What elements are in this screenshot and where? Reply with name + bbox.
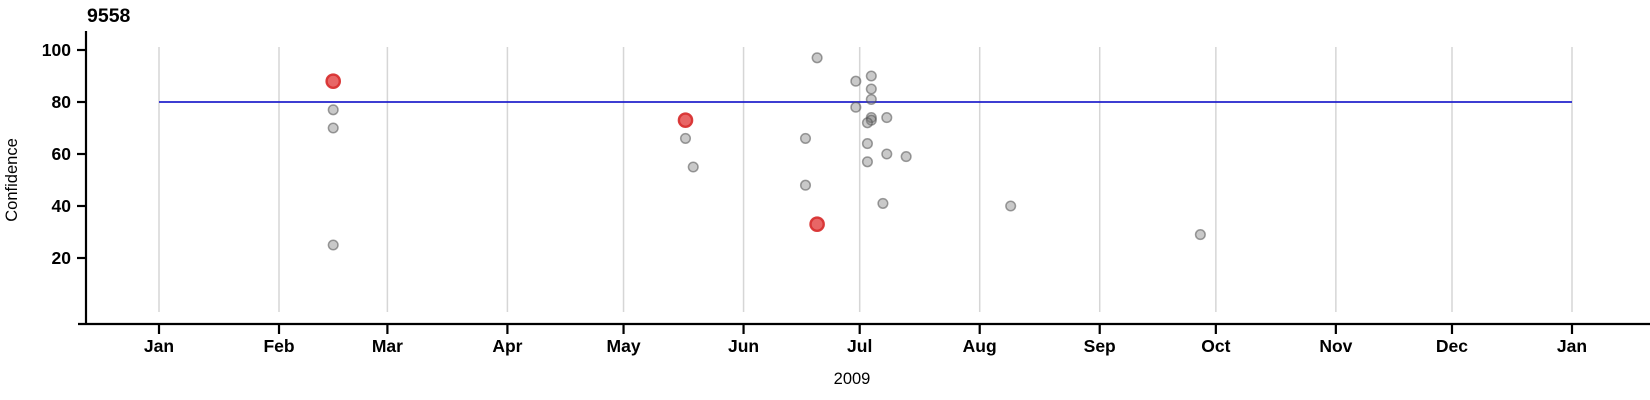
x-tick-label: Feb [263,336,294,356]
highlighted-point [809,216,825,232]
chart-title: 9558 [87,5,131,27]
x-tick-label: Apr [492,336,522,356]
data-point [799,179,812,191]
highlighted-point [325,73,342,89]
x-tick-label: Sep [1084,336,1116,356]
gridlines [158,47,1573,312]
y-axis-label: Confidence [3,138,21,221]
data-point [877,197,889,209]
x-tick-label: Oct [1201,336,1230,356]
y-tick-label: 100 [42,40,71,60]
data-point [861,117,873,129]
x-tick-label: Jul [847,336,872,356]
data-point [850,101,862,113]
x-tick-label: Aug [963,336,997,356]
x-tick-label: May [607,336,641,356]
data-point [327,239,339,251]
data-point [327,104,339,116]
y-axis-ticks: 20 40 60 80 100 [42,40,86,268]
data-point [881,148,893,160]
data-point [1005,200,1017,212]
data-point [327,122,339,134]
data-point [865,93,877,105]
x-axis-ticks: Jan Feb Mar Apr May Jun Jul Aug Sep Oct Nov Dec Jan [144,324,1587,356]
x-axis-label: 2009 [834,370,871,388]
data-point [881,112,893,124]
x-tick-label: Jan [1557,336,1587,356]
axes [78,31,1650,326]
y-tick-label: 60 [52,144,72,164]
data-point [865,83,877,95]
y-tick-label: 20 [52,248,72,268]
y-tick-label: 80 [52,92,72,112]
x-tick-label: Nov [1319,336,1352,356]
data-point [687,161,699,173]
data-point [799,132,812,144]
x-tick-label: Jan [144,336,174,356]
data-point [850,75,862,87]
x-tick-label: Dec [1436,336,1468,356]
x-tick-label: Jun [728,336,759,356]
highlighted-point [677,112,694,128]
x-tick-label: Mar [372,336,403,356]
data-point [900,151,912,163]
data-point [861,156,873,168]
data-point [1194,229,1206,241]
data-point [865,70,877,82]
data-point [679,132,692,144]
y-tick-label: 40 [52,196,72,216]
data-points [325,52,1206,251]
data-point [811,52,823,64]
data-point [861,138,873,150]
